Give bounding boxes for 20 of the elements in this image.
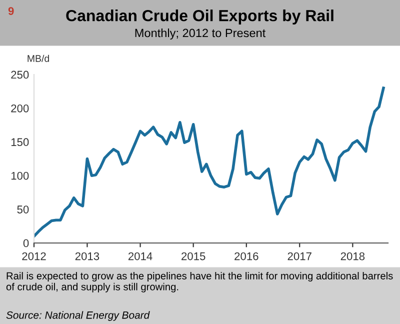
x-tick-label: 2013 xyxy=(75,252,100,260)
x-tick-label: 2016 xyxy=(234,252,258,260)
y-tick-label: 200 xyxy=(11,104,29,112)
x-tick-label: 2017 xyxy=(288,252,312,260)
y-tick-label: 50 xyxy=(17,206,29,214)
x-tick-label: 2014 xyxy=(128,252,152,260)
x-tick-label: 2012 xyxy=(22,252,46,260)
x-tick-label: 2015 xyxy=(182,252,206,260)
y-tick-label: 0 xyxy=(23,239,29,248)
y-axis-title: MB/d xyxy=(28,54,49,62)
text: 9 xyxy=(8,7,14,15)
y-tick-label: 100 xyxy=(11,172,29,180)
text: Rail is expected to grow as the pipelines have hit the limit for moving additional barrels of crude oil, and supply is still growing. xyxy=(6,272,393,292)
chart-title: Canadian Crude Oil Exports by Rail xyxy=(66,10,334,24)
chart-subtitle: Monthly; 2012 to Present xyxy=(135,28,266,40)
y-tick-label: 150 xyxy=(11,138,29,146)
line-series xyxy=(34,86,385,238)
x-tick-label: 2018 xyxy=(340,252,365,260)
source-note: Source: National Energy Board xyxy=(6,311,150,321)
y-tick-label: 250 xyxy=(11,70,29,79)
